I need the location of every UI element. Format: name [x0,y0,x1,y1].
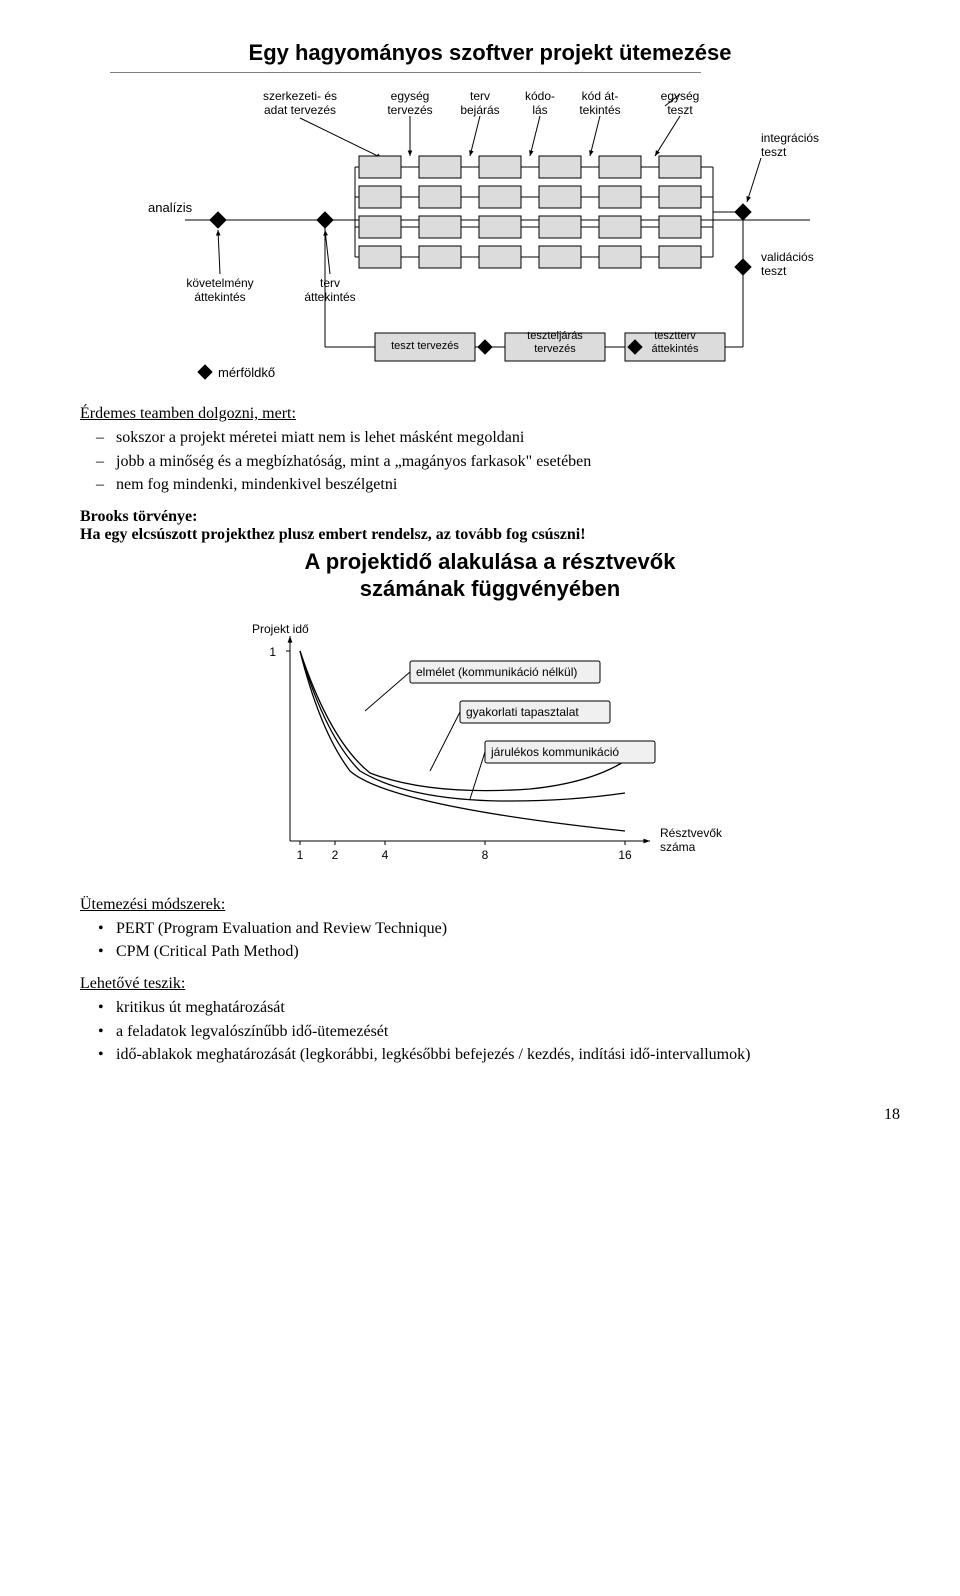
svg-text:1: 1 [297,848,304,862]
figure1: szerkezeti- ésadat tervezésegységtervezé… [80,72,900,397]
figure2-title-line2: számának függvényében [80,575,900,603]
svg-text:tervezés: tervezés [387,103,432,117]
brooks-text: Ha egy elcsúszott projekthez plusz ember… [80,526,586,543]
svg-text:kódo-: kódo- [525,89,555,103]
svg-text:bejárás: bejárás [460,103,499,117]
team-reasons-list: sokszor a projekt méretei miatt nem is l… [80,427,900,496]
svg-text:gyakorlati tapasztalat: gyakorlati tapasztalat [466,705,579,719]
figure2-title-wrap: A projektidő alakulása a résztvevők szám… [80,548,900,603]
list-item: a feladatok legvalószínűbb idő-ütemezésé… [116,1021,900,1043]
svg-text:teszteljárás: teszteljárás [527,330,583,342]
svg-text:2: 2 [332,848,339,862]
team-heading: Érdemes teamben dolgozni, mert: [80,405,900,423]
svg-text:Résztvevők: Résztvevők [660,826,723,840]
svg-text:kód át-: kód át- [582,89,619,103]
svg-text:Projekt idő: Projekt idő [252,622,309,636]
svg-text:járulékos kommunikáció: járulékos kommunikáció [490,745,619,759]
list-item: PERT (Program Evaluation and Review Tech… [116,918,900,940]
svg-text:követelmény: követelmény [186,276,253,290]
svg-text:tesztterv: tesztterv [654,330,696,342]
svg-text:tekintés: tekintés [579,103,620,117]
svg-text:1: 1 [269,645,276,659]
svg-text:validációs: validációs [761,250,814,264]
svg-text:áttekintés: áttekintés [651,343,699,355]
list-item: jobb a minőség és a megbízhatóság, mint … [116,451,900,473]
svg-text:adat tervezés: adat tervezés [264,103,336,117]
brooks-label: Brooks törvénye: [80,508,197,525]
svg-text:teszt tervezés: teszt tervezés [391,340,459,352]
page-number: 18 [80,1106,900,1124]
enable-list: kritikus út meghatározásáta feladatok le… [80,997,900,1066]
brooks-law: Brooks törvénye: Ha egy elcsúszott proje… [80,508,900,544]
svg-text:teszt: teszt [667,103,693,117]
svg-text:elmélet (kommunikáció nélkül): elmélet (kommunikáció nélkül) [416,665,577,679]
svg-text:lás: lás [532,103,547,117]
figure2-title-line1: A projektidő alakulása a résztvevők [80,548,900,576]
enable-heading: Lehetővé teszik: [80,975,900,993]
svg-text:integrációs: integrációs [761,131,819,145]
svg-text:mérföldkő: mérföldkő [218,365,275,380]
svg-text:16: 16 [618,848,632,862]
svg-text:szerkezeti- és: szerkezeti- és [263,89,337,103]
list-item: idő-ablakok meghatározását (legkorábbi, … [116,1044,900,1066]
list-item: sokszor a projekt méretei miatt nem is l… [116,427,900,449]
svg-text:terv: terv [470,89,490,103]
svg-text:terv: terv [320,276,340,290]
svg-text:8: 8 [482,848,489,862]
svg-text:egység: egység [661,89,700,103]
list-item: kritikus út meghatározását [116,997,900,1019]
svg-text:egység: egység [391,89,430,103]
svg-text:teszt: teszt [761,145,787,159]
sched-methods-list: PERT (Program Evaluation and Review Tech… [80,918,900,963]
list-item: CPM (Critical Path Method) [116,941,900,963]
svg-text:áttekintés: áttekintés [304,290,355,304]
svg-text:teszt: teszt [761,264,787,278]
svg-text:áttekintés: áttekintés [194,290,245,304]
svg-text:analízis: analízis [148,200,193,215]
sched-heading: Ütemezési módszerek: [80,896,900,914]
svg-text:száma: száma [660,840,696,854]
list-item: nem fog mindenki, mindenkivel beszélgetn… [116,474,900,496]
figure1-title: Egy hagyományos szoftver projekt ütemezé… [80,40,900,66]
svg-text:4: 4 [382,848,389,862]
figure2: Projekt idő 1 1 2 4 8 16 Résztvevőkszáma elmélet… [80,621,900,886]
svg-text:tervezés: tervezés [534,343,576,355]
